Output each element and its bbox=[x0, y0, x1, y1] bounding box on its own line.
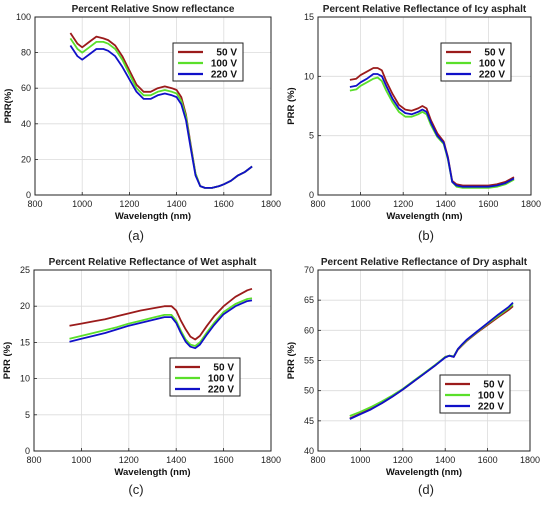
series-line-220v bbox=[349, 73, 515, 188]
x-tick-label: 1200 bbox=[393, 455, 413, 465]
y-tick-label: 50 bbox=[304, 386, 314, 396]
chart-panel-3: 800 1000 1200 1400 1600 1800 0 5 10 15 20 25 Percent… bbox=[2, 257, 281, 497]
axes-frame bbox=[34, 16, 272, 196]
x-tick-label: 1200 bbox=[119, 199, 139, 209]
y-tick-label: 0 bbox=[26, 190, 31, 200]
series-line-50v bbox=[69, 287, 253, 341]
y-tick-label: 80 bbox=[21, 48, 31, 58]
axes-frame bbox=[317, 16, 532, 196]
x-tick-label: 1600 bbox=[214, 455, 234, 465]
x-tick-label: 1800 bbox=[521, 199, 541, 209]
x-tick-label: 1800 bbox=[261, 199, 281, 209]
panel-caption: (c) bbox=[128, 482, 143, 497]
series-line-50v bbox=[349, 67, 515, 187]
y-tick-label: 25 bbox=[20, 265, 30, 275]
axes-frame bbox=[33, 269, 272, 452]
legend-label: 220 V bbox=[208, 385, 234, 396]
legend-label: 100 V bbox=[479, 59, 505, 70]
chart-title: Percent Relative Reflectance of Wet asph… bbox=[49, 257, 257, 268]
y-tick-label: 0 bbox=[309, 190, 314, 200]
y-tick-label: 40 bbox=[21, 119, 31, 129]
y-axis-label: PRR (%) bbox=[286, 342, 297, 379]
y-tick-label: 45 bbox=[304, 416, 314, 426]
x-tick-label: 1000 bbox=[71, 455, 91, 465]
x-tick-label: 1400 bbox=[435, 455, 455, 465]
legend-label: 100 V bbox=[208, 374, 234, 385]
y-tick-label: 60 bbox=[304, 325, 314, 335]
chart-title: Percent Relative Snow reflectance bbox=[72, 4, 235, 15]
x-tick-label: 1800 bbox=[520, 455, 540, 465]
panel-caption: (a) bbox=[128, 228, 144, 243]
legend-label: 220 V bbox=[479, 70, 505, 81]
legend-label: 50 V bbox=[216, 48, 237, 59]
x-axis-label: Wavelength (nm) bbox=[386, 467, 462, 478]
y-tick-label: 60 bbox=[21, 83, 31, 93]
chart-panel-2: 800 1000 1200 1400 1600 1800 0 5 10 15 Percent Rel… bbox=[286, 4, 541, 243]
y-tick-label: 10 bbox=[304, 71, 314, 81]
x-tick-label: 1400 bbox=[166, 455, 186, 465]
series-line-220v bbox=[69, 299, 253, 350]
y-tick-label: 10 bbox=[20, 374, 30, 384]
x-tick-label: 1000 bbox=[351, 199, 371, 209]
legend-label: 50 V bbox=[483, 380, 504, 391]
y-tick-label: 100 bbox=[16, 12, 31, 22]
chart-title: Percent Relative Reflectance of Icy asph… bbox=[323, 4, 527, 15]
x-tick-label: 1400 bbox=[167, 199, 187, 209]
x-tick-label: 1800 bbox=[261, 455, 281, 465]
chart-panel-4: 800 1000 1200 1400 1600 1800 40 45 50 55 60 65 70 Per… bbox=[286, 257, 540, 497]
x-axis-label: Wavelength (nm) bbox=[114, 467, 190, 478]
legend-label: 50 V bbox=[213, 363, 234, 374]
series-line-220v bbox=[349, 301, 514, 420]
y-tick-label: 55 bbox=[304, 356, 314, 366]
x-tick-label: 1000 bbox=[72, 199, 92, 209]
x-tick-label: 1400 bbox=[436, 199, 456, 209]
y-tick-label: 5 bbox=[25, 410, 30, 420]
chart-title: Percent Relative Reflectance of Dry asph… bbox=[321, 257, 528, 268]
series-line-220v bbox=[69, 45, 253, 189]
legend-label: 100 V bbox=[211, 59, 237, 70]
legend-label: 220 V bbox=[211, 70, 237, 81]
legend-label: 50 V bbox=[484, 48, 505, 59]
x-tick-label: 800 bbox=[310, 455, 325, 465]
y-tick-label: 0 bbox=[25, 446, 30, 456]
y-tick-label: 15 bbox=[304, 12, 314, 22]
y-tick-label: 15 bbox=[20, 337, 30, 347]
y-tick-label: 65 bbox=[304, 295, 314, 305]
legend-label: 220 V bbox=[478, 402, 504, 413]
y-axis-label: PRR (%) bbox=[2, 342, 13, 379]
y-tick-label: 40 bbox=[304, 446, 314, 456]
y-tick-label: 70 bbox=[304, 265, 314, 275]
x-tick-label: 1200 bbox=[393, 199, 413, 209]
y-tick-label: 20 bbox=[20, 301, 30, 311]
y-axis-label: PRR (%) bbox=[286, 87, 297, 124]
x-axis-label: Wavelength (nm) bbox=[115, 211, 191, 222]
chart-panel-1: 800 1000 1200 1400 1600 1800 0 20 40 60 80 100 Perce… bbox=[3, 4, 281, 243]
series-line-100v bbox=[69, 297, 253, 347]
y-tick-label: 20 bbox=[21, 154, 31, 164]
x-tick-label: 1600 bbox=[214, 199, 234, 209]
x-tick-label: 1000 bbox=[350, 455, 370, 465]
series-line-100v bbox=[349, 76, 515, 189]
legend-label: 100 V bbox=[478, 391, 504, 402]
y-axis-label: PRR(%) bbox=[3, 89, 14, 124]
y-tick-label: 5 bbox=[309, 131, 314, 141]
x-tick-label: 1600 bbox=[478, 199, 498, 209]
x-tick-label: 800 bbox=[26, 455, 41, 465]
x-tick-label: 1200 bbox=[119, 455, 139, 465]
panel-caption: (b) bbox=[418, 228, 434, 243]
x-tick-label: 1600 bbox=[478, 455, 498, 465]
x-tick-label: 800 bbox=[27, 199, 42, 209]
x-axis-label: Wavelength (nm) bbox=[386, 211, 462, 222]
panel-caption: (d) bbox=[418, 482, 434, 497]
x-tick-label: 800 bbox=[310, 199, 325, 209]
